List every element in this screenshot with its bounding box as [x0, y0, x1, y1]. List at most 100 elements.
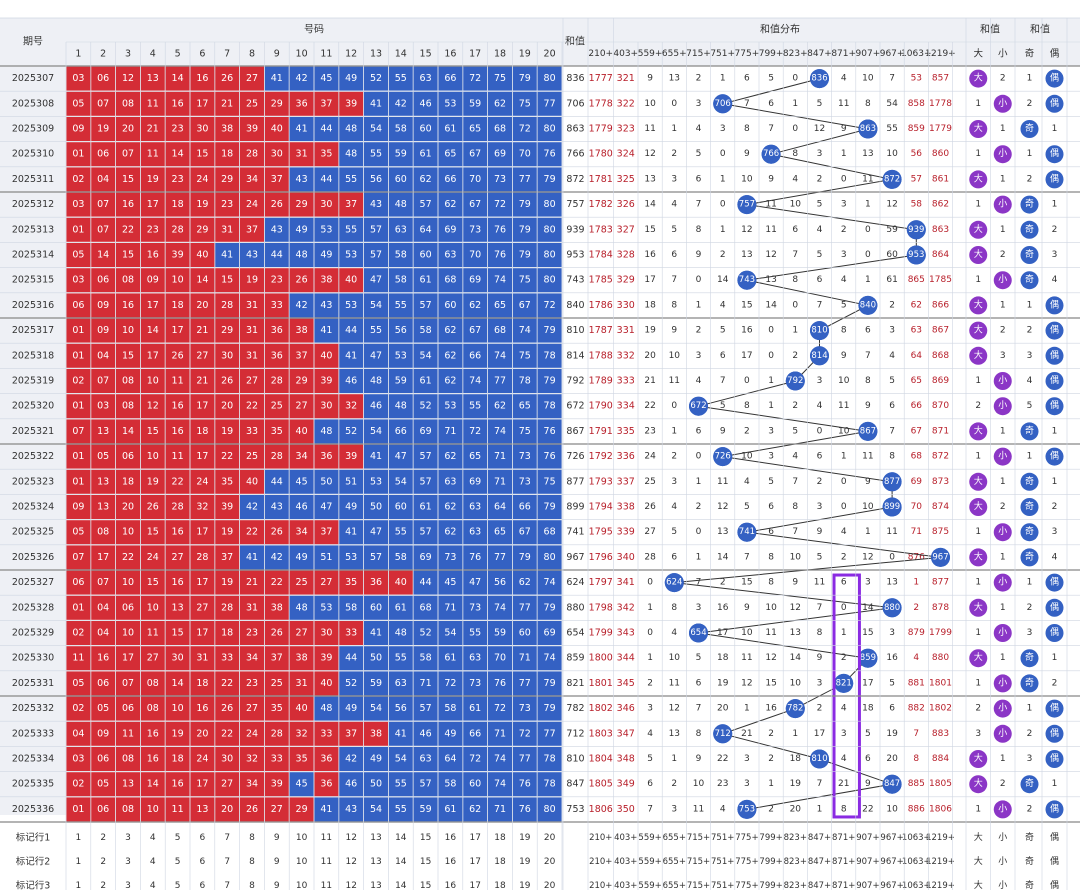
sum-marker-top-label: 867 [860, 426, 876, 436]
omission-1: 1803 [589, 728, 613, 739]
omission-value: 10 [838, 426, 850, 436]
omission-value: 0 [792, 124, 798, 134]
number-value: 48 [370, 376, 382, 387]
number-cell [314, 721, 339, 746]
omission-value: 10 [693, 779, 705, 789]
number-value: 49 [296, 224, 308, 235]
omission-value: 12 [765, 653, 776, 663]
bigsmall-marker [993, 624, 1012, 642]
number-value: 14 [196, 275, 208, 286]
oddeven-omission: 3 [1052, 250, 1058, 260]
number-value: 79 [519, 224, 531, 235]
number-cell [66, 293, 91, 318]
number-col-header: 4 [150, 49, 156, 60]
number-value: 74 [494, 426, 506, 437]
bigsmall-omission: 1 [1000, 124, 1006, 134]
omission-value: 7 [744, 552, 750, 562]
number-cell [190, 167, 215, 192]
row-sum: 859 [566, 653, 584, 664]
number-value: 43 [246, 250, 258, 261]
marker-sum-range: 847+ [808, 833, 831, 843]
number-cell [463, 343, 488, 368]
marker-number: 4 [150, 833, 156, 843]
bigsmall-label: 大 [974, 550, 983, 562]
number-cell [537, 419, 562, 444]
number-value: 41 [320, 325, 332, 336]
omission-value: 872 [932, 452, 949, 462]
number-cell [488, 419, 512, 444]
number-cell [289, 343, 314, 368]
omission-value: 2 [792, 401, 798, 411]
oddeven-omission: 1 [1052, 200, 1058, 210]
marker-row-label: 标记行1 [16, 832, 51, 844]
omission-value: 0 [647, 578, 653, 588]
marker-number: 14 [395, 881, 407, 890]
number-cell [314, 545, 339, 570]
omission-value: 58 [911, 200, 923, 210]
number-value: 55 [395, 804, 407, 815]
number-cell [339, 797, 364, 822]
number-value: 52 [420, 401, 432, 412]
omission-1: 1779 [589, 124, 613, 135]
number-value: 69 [420, 426, 432, 437]
number-value: 06 [97, 73, 109, 84]
number-cell [66, 66, 91, 91]
number-cell [240, 570, 264, 595]
row-period: 2025335 [12, 779, 54, 790]
number-value: 06 [72, 577, 84, 588]
omission-value: 1 [720, 174, 726, 184]
omission-value: 56 [911, 149, 923, 159]
number-cell [488, 671, 512, 696]
marker-sum-range: 559+ [638, 857, 661, 867]
number-value: 77 [519, 678, 531, 689]
number-cell [512, 444, 537, 469]
number-value: 79 [519, 73, 531, 84]
number-cell [364, 621, 388, 645]
omission-2: 350 [617, 804, 635, 815]
number-cell [413, 167, 438, 192]
number-cell [91, 369, 116, 393]
number-value: 43 [271, 224, 283, 235]
marker-number: 9 [274, 881, 280, 890]
omission-2: 321 [617, 73, 635, 84]
number-value: 62 [444, 350, 456, 361]
sum-range-header: 210+ [588, 49, 613, 59]
number-cell [215, 66, 240, 91]
number-value: 02 [72, 174, 84, 185]
omission-value: 4 [817, 401, 823, 411]
number-value: 03 [72, 754, 84, 765]
bigsmall-label: 大 [974, 72, 983, 84]
omission-value: 18 [644, 300, 656, 310]
omission-value: 0 [792, 74, 798, 84]
sum-marker-top [761, 144, 781, 164]
number-value: 79 [519, 199, 531, 210]
row-period: 2025332 [12, 703, 54, 714]
number-value: 13 [147, 73, 159, 84]
omission-value: 3 [768, 426, 774, 436]
number-cell [488, 343, 512, 368]
number-value: 13 [97, 426, 109, 437]
oddeven-marker [1045, 800, 1064, 819]
number-value: 44 [320, 174, 332, 185]
omission-value: 879 [908, 628, 925, 638]
number-value: 53 [320, 602, 332, 613]
omission-value: 866 [932, 300, 949, 310]
number-cell [488, 646, 512, 671]
number-value: 50 [370, 502, 382, 513]
number-cell [413, 343, 438, 368]
oddeven-marker [1020, 523, 1039, 542]
omission-value: 4 [792, 174, 798, 184]
oddeven-label: 偶 [1050, 576, 1059, 588]
number-cell [190, 142, 215, 167]
number-value: 58 [395, 552, 407, 563]
number-cell [537, 243, 562, 267]
number-value: 33 [320, 728, 332, 739]
omission-value: 17 [717, 628, 728, 638]
number-value: 74 [494, 754, 506, 765]
omission-value: 2 [768, 754, 774, 764]
number-value: 65 [469, 124, 481, 135]
number-value: 35 [221, 476, 233, 487]
number-value: 03 [97, 401, 109, 412]
sum-range-header: 403+ [613, 49, 638, 59]
number-value: 37 [345, 199, 357, 210]
